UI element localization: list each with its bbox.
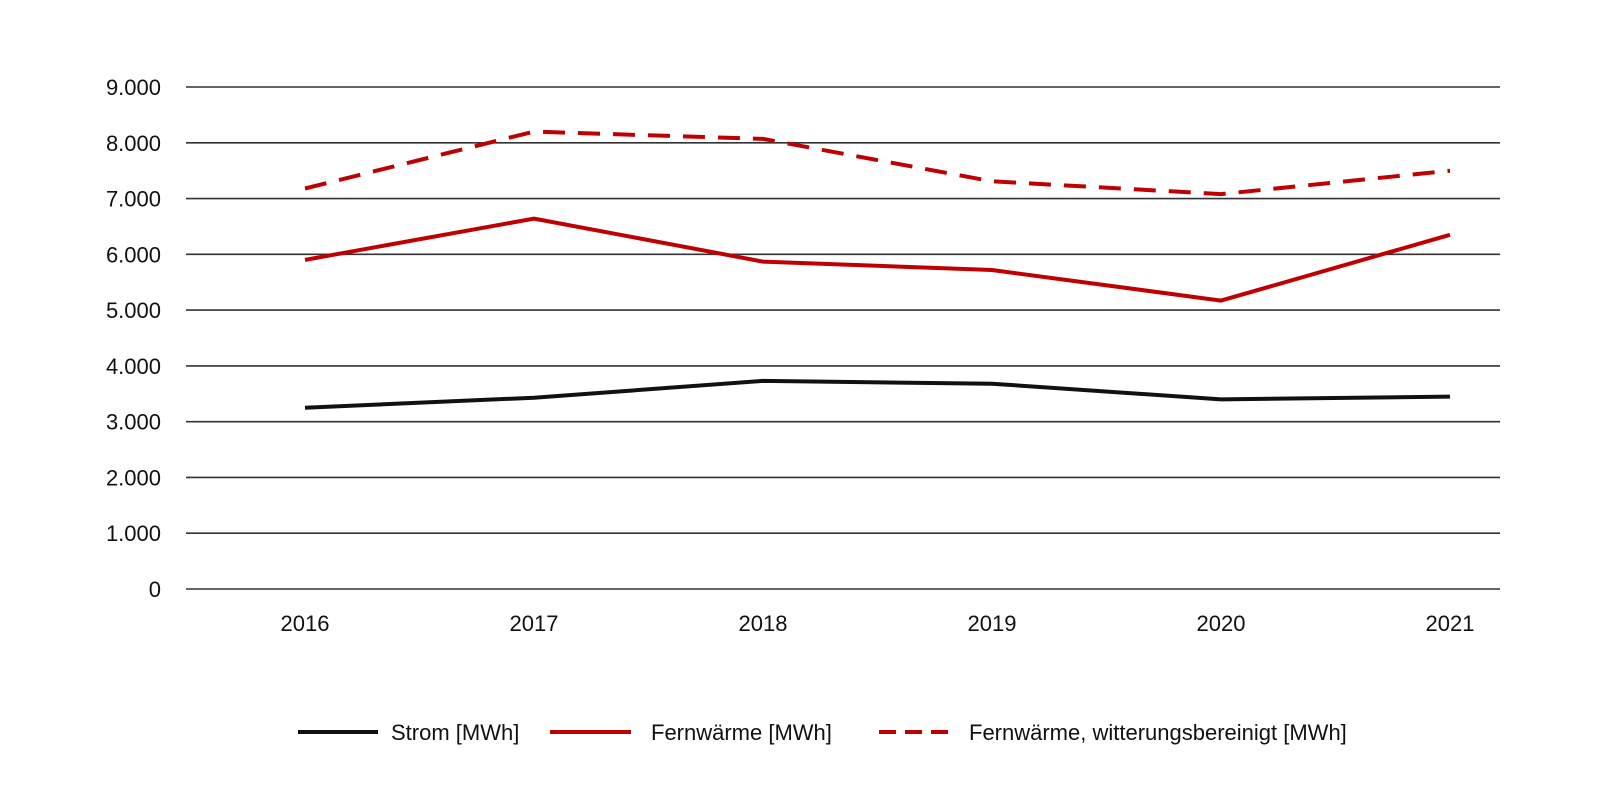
legend-label-2: Fernwärme, witterungsbereinigt [MWh] <box>969 720 1347 745</box>
legend-label-0: Strom [MWh] <box>391 720 519 745</box>
series-line-0 <box>304 378 1451 410</box>
series-lines <box>304 129 1451 410</box>
y-tick-label: 5.000 <box>106 298 161 323</box>
x-tick-label: 2018 <box>739 611 788 636</box>
y-tick-label: 8.000 <box>106 131 161 156</box>
series-line-1 <box>304 216 1451 303</box>
x-tick-label: 2021 <box>1426 611 1475 636</box>
legend: Strom [MWh] Fernwärme [MWh] Fernwärme, wit… <box>298 720 1347 745</box>
x-axis-tick-labels: 2016 2017 2018 2019 2020 2021 <box>281 611 1475 636</box>
y-tick-label: 4.000 <box>106 354 161 379</box>
series-line-2 <box>304 129 1451 197</box>
x-tick-label: 2020 <box>1197 611 1246 636</box>
y-tick-label: 1.000 <box>106 521 161 546</box>
gridlines <box>186 86 1500 590</box>
legend-label-1: Fernwärme [MWh] <box>651 720 832 745</box>
y-tick-label: 6.000 <box>106 242 161 267</box>
y-tick-label: 9.000 <box>106 75 161 100</box>
x-tick-label: 2016 <box>281 611 330 636</box>
y-tick-label: 2.000 <box>106 465 161 490</box>
x-tick-label: 2017 <box>510 611 559 636</box>
y-axis-tick-labels: 0 1.000 2.000 3.000 4.000 5.000 6.000 7.000 8.00… <box>106 75 161 602</box>
x-tick-label: 2019 <box>968 611 1017 636</box>
y-tick-label: 0 <box>149 577 161 602</box>
y-tick-label: 3.000 <box>106 410 161 435</box>
y-tick-label: 7.000 <box>106 187 161 212</box>
